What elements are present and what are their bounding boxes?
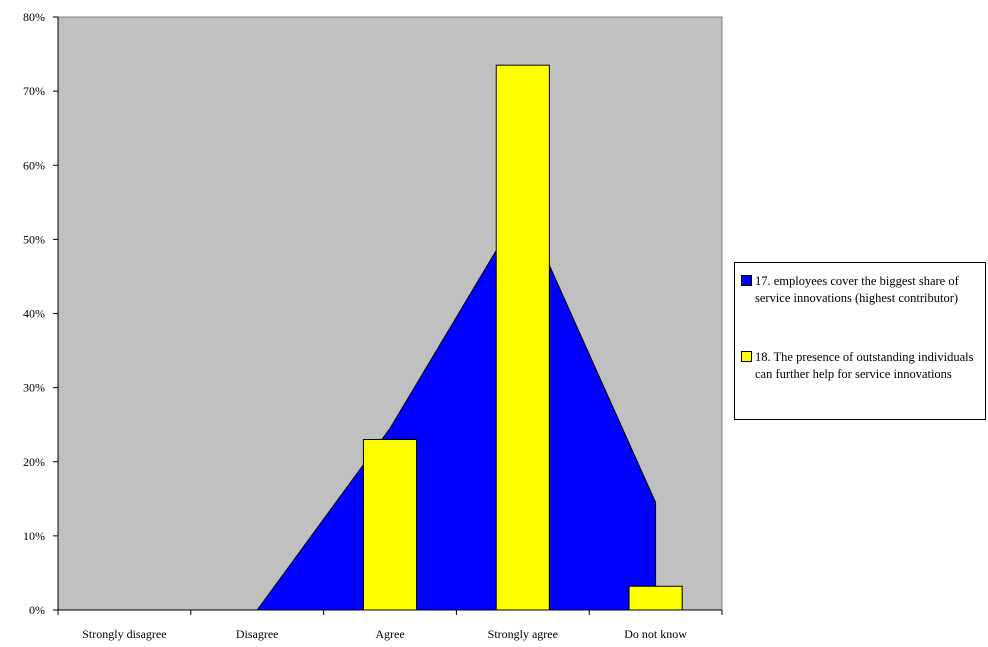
axes: 0% 10% 20% 30% 40% 50% 60% 70% 80% Strongly disag… xyxy=(23,10,723,641)
legend: 17. employees cover the biggest share of… xyxy=(734,262,986,420)
y-tick-label-6: 60% xyxy=(23,158,45,172)
bar-series-layer xyxy=(362,64,683,611)
y-tick-label-5: 50% xyxy=(23,232,45,246)
x-tick-label-4: Do not know xyxy=(624,627,687,641)
bar-18-3 xyxy=(495,64,550,611)
y-tick-label-2: 20% xyxy=(23,455,45,469)
y-tick-label-0: 0% xyxy=(29,603,45,617)
legend-label-18: 18. The presence of outstanding individu… xyxy=(755,350,974,381)
legend-label-17: 17. employees cover the biggest share of… xyxy=(755,274,959,305)
legend-swatch-yellow xyxy=(741,351,752,362)
x-tick-label-3: Strongly agree xyxy=(488,627,558,641)
y-tick-label-7: 70% xyxy=(23,84,45,98)
x-tick-label-2: Agree xyxy=(375,627,404,641)
y-tick-label-8: 80% xyxy=(23,10,45,24)
bar-18-2 xyxy=(362,439,418,611)
bar-18-4 xyxy=(628,585,683,611)
x-tick-label-0: Strongly disagree xyxy=(82,627,166,641)
legend-swatch-blue xyxy=(741,275,752,286)
y-tick-label-1: 10% xyxy=(23,529,45,543)
x-tick-label-1: Disagree xyxy=(236,627,279,641)
y-tick-label-4: 40% xyxy=(23,307,45,321)
y-tick-label-3: 30% xyxy=(23,381,45,395)
